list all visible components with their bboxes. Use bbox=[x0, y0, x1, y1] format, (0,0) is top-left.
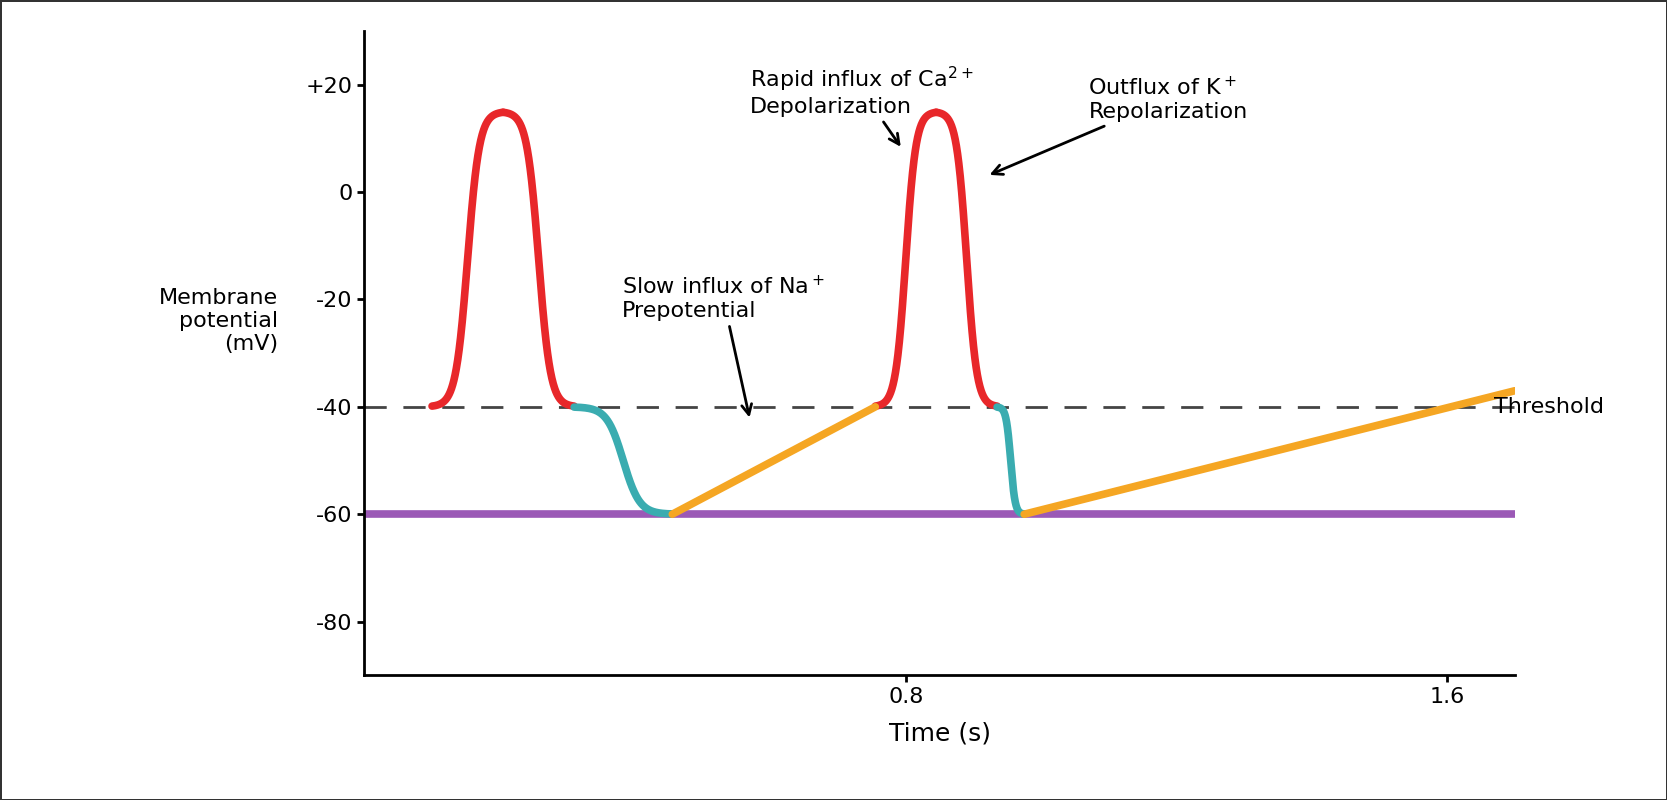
Text: Threshold: Threshold bbox=[1495, 397, 1604, 417]
X-axis label: Time (s): Time (s) bbox=[889, 721, 990, 745]
Text: Rapid influx of Ca$^{2+}$
Depolarization: Rapid influx of Ca$^{2+}$ Depolarization bbox=[750, 65, 974, 144]
Text: Slow influx of Na$^+$
Prepotential: Slow influx of Na$^+$ Prepotential bbox=[622, 274, 825, 414]
Y-axis label: Membrane
potential
(mV): Membrane potential (mV) bbox=[158, 288, 278, 354]
Text: Outflux of K$^+$
Repolarization: Outflux of K$^+$ Repolarization bbox=[992, 76, 1247, 174]
